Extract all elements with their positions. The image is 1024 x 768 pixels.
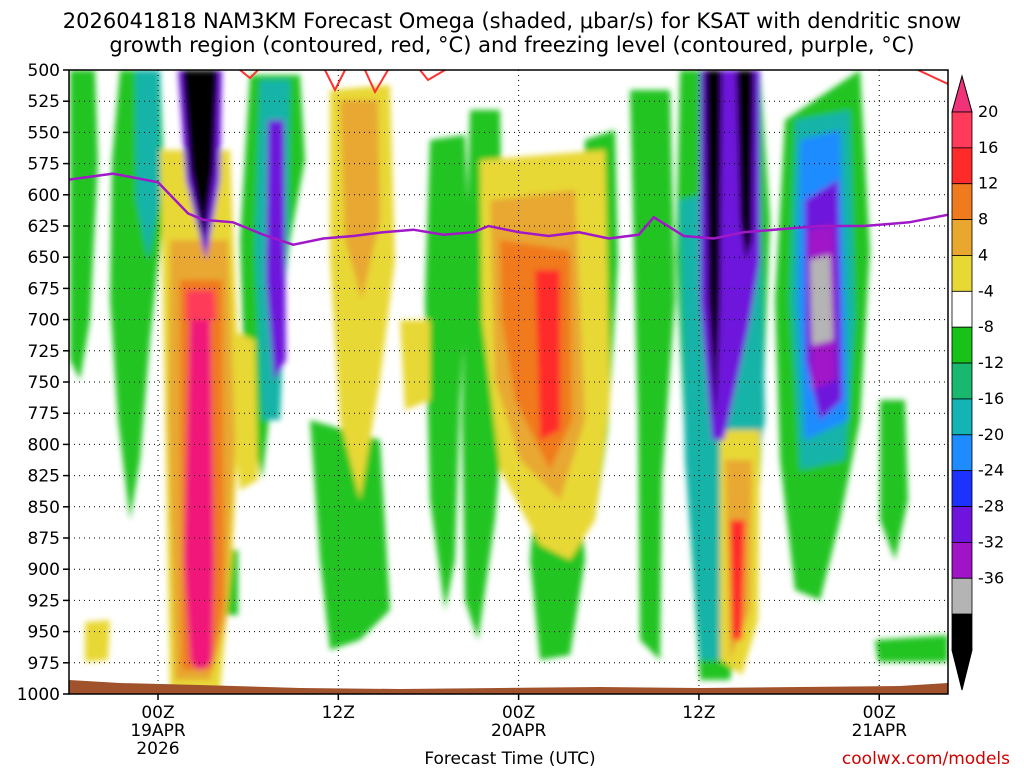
y-tick-label: 550	[28, 123, 60, 143]
omega-band	[875, 635, 948, 662]
colorbar-label: -28	[978, 497, 1004, 516]
terrain	[69, 680, 948, 694]
chart-title-line2: growth region (contoured, red, °C) and f…	[109, 33, 914, 57]
y-tick-label: 950	[28, 623, 60, 643]
dendritic-growth-region-contours	[239, 70, 948, 95]
colorbar-label: 12	[978, 174, 998, 193]
y-tick-label: 975	[28, 654, 60, 674]
colorbar-swatch	[951, 111, 973, 149]
y-tick-label: 925	[28, 591, 60, 611]
colorbar-swatch	[951, 542, 973, 579]
colorbar-label: 4	[978, 245, 988, 264]
y-tick-label: 725	[28, 342, 60, 362]
colorbar-label: 20	[978, 102, 998, 121]
colorbar-swatch	[951, 362, 973, 400]
colorbar-swatch	[951, 577, 973, 615]
y-tick-label: 750	[28, 373, 60, 393]
x-tick-label: 12Z	[682, 703, 715, 723]
colorbar-swatch	[951, 147, 973, 185]
x-tick-label: 00Z	[502, 703, 535, 723]
omega-band	[730, 520, 745, 640]
omega-band	[85, 620, 110, 662]
y-tick-label: 700	[28, 311, 60, 331]
colorbar-swatch	[951, 434, 973, 472]
y-axis-ticks: 500 525 550 575 600 625 650 675 700 725 750 775 800 8…	[17, 61, 69, 705]
colorbar-bottom-arrow	[951, 649, 973, 691]
freezing-level-line	[69, 172, 948, 246]
x-axis-label: Forecast Time (UTC)	[424, 749, 595, 768]
omega-band	[184, 290, 214, 670]
x-tick-label: 00Z	[141, 703, 174, 723]
dgz-contour	[419, 70, 446, 82]
dgz-contour	[239, 70, 259, 80]
colorbar-label: -20	[978, 425, 1004, 444]
x-tick-label: 19APR	[130, 721, 186, 741]
omega-band	[400, 320, 430, 410]
colorbar-label: -4	[978, 281, 994, 300]
y-tick-label: 875	[28, 529, 60, 549]
y-tick-label: 850	[28, 498, 60, 518]
colorbar-label: -16	[978, 389, 1004, 408]
colorbar-swatch	[951, 506, 973, 543]
colorbar-label: 16	[978, 138, 998, 157]
x-tick-label: 2026	[136, 739, 179, 759]
y-tick-label: 575	[28, 155, 60, 175]
colorbar-swatch	[951, 613, 973, 651]
y-tick-label: 600	[28, 186, 60, 206]
omega-band	[880, 400, 908, 560]
omega-band	[810, 255, 833, 345]
omega-band	[186, 290, 216, 320]
y-tick-label: 650	[28, 248, 60, 268]
grid	[69, 70, 948, 694]
dgz-contour	[324, 70, 346, 93]
colorbar-swatch	[951, 470, 973, 507]
colorbar-label: 8	[978, 210, 988, 229]
y-tick-label: 500	[28, 61, 60, 81]
colorbar-swatch	[951, 398, 973, 436]
omega-band	[425, 135, 470, 610]
colorbar-swatch	[951, 290, 973, 328]
omega-shading	[70, 70, 948, 690]
x-tick-label: 12Z	[322, 703, 355, 723]
y-tick-label: 825	[28, 467, 60, 487]
colorbar-label: -32	[978, 532, 1004, 551]
colorbar-swatch	[951, 255, 973, 292]
credit-text: coolwx.com/models	[842, 749, 1010, 768]
omega-band	[230, 330, 258, 490]
colorbar: 20 16 12 8 4 -4 -8 -12 -16 -20 -24 -28 -32 -36	[951, 74, 1004, 691]
x-tick-label: 20APR	[491, 721, 547, 741]
y-tick-label: 625	[28, 217, 60, 237]
colorbar-label: -36	[978, 568, 1004, 587]
colorbar-label: -24	[978, 461, 1004, 480]
y-tick-label: 900	[28, 560, 60, 580]
colorbar-label: -12	[978, 353, 1004, 372]
omega-band	[266, 120, 286, 380]
y-tick-label: 525	[28, 92, 60, 112]
x-tick-label: 00Z	[863, 703, 896, 723]
colorbar-swatch	[951, 326, 973, 364]
dgz-contour	[917, 70, 948, 85]
y-tick-label: 800	[28, 435, 60, 455]
omega-band	[736, 70, 754, 260]
y-tick-label: 675	[28, 279, 60, 299]
y-tick-label: 1000	[17, 685, 60, 705]
omega-band	[340, 100, 380, 300]
omega-band	[182, 70, 218, 240]
dgz-contour	[364, 70, 389, 95]
colorbar-swatch	[951, 183, 973, 221]
x-tick-label: 21APR	[852, 721, 908, 741]
omega-band	[135, 70, 160, 260]
y-tick-label: 775	[28, 404, 60, 424]
chart-title-line1: 2026041818 NAM3KM Forecast Omega (shaded…	[63, 9, 961, 33]
omega-band	[705, 70, 722, 420]
omega-band	[310, 420, 390, 650]
colorbar-top-arrow	[951, 74, 973, 113]
omega-band	[535, 270, 560, 440]
colorbar-swatch	[951, 219, 973, 256]
omega-band	[70, 70, 98, 380]
colorbar-label: -8	[978, 317, 994, 336]
